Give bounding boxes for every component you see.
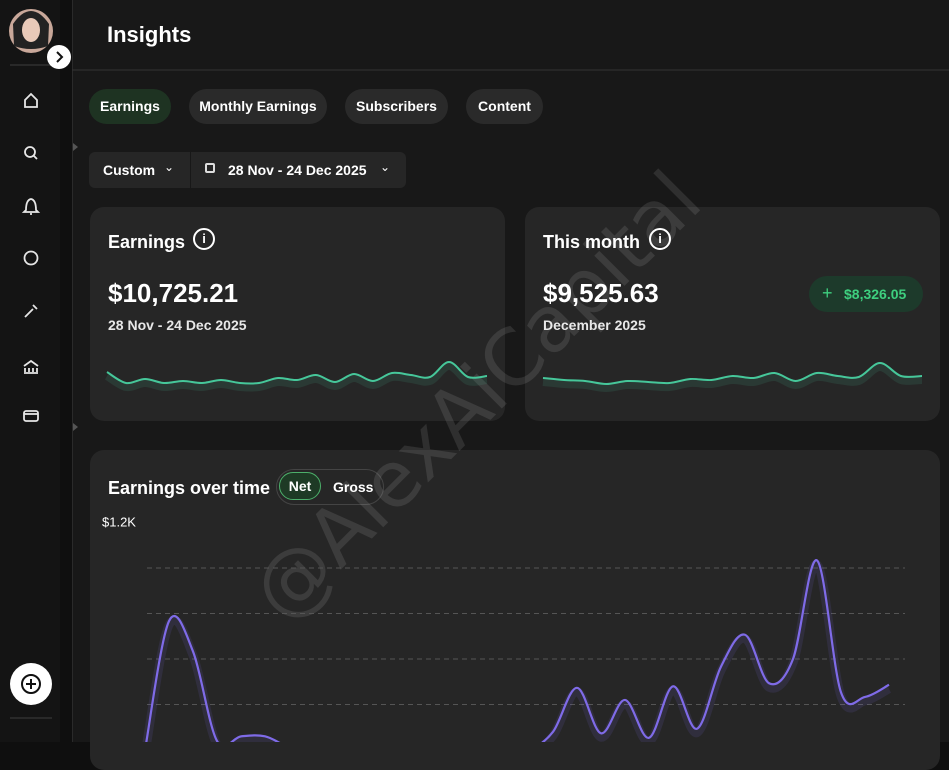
sidebar-icons <box>9 9 53 719</box>
divider <box>190 152 191 188</box>
chevron: ⌄ <box>164 160 175 174</box>
info-icon[interactable]: i <box>649 228 671 250</box>
change-badge <box>809 276 923 312</box>
tab[interactable]: Monthly Earnings <box>189 89 327 124</box>
calendar-icon <box>205 163 215 173</box>
tab[interactable]: Earnings <box>89 89 171 124</box>
sidebar <box>0 0 60 742</box>
toggle-option[interactable]: Gross <box>333 479 374 495</box>
collapse-button[interactable] <box>47 45 71 69</box>
card-subtitle: 28 Nov - 24 Dec 2025 <box>108 317 247 333</box>
page-title: Insights <box>107 22 192 47</box>
card-title: Earnings <box>108 232 186 252</box>
filter-bar <box>89 152 406 188</box>
overlay-shapes <box>47 45 949 431</box>
toggle-option[interactable]: Net <box>279 472 321 500</box>
info-icon[interactable]: i <box>193 228 215 250</box>
card-title: This month <box>543 232 640 252</box>
card-amount: $10,725.21 <box>108 278 239 308</box>
period-select[interactable]: Custom <box>103 162 156 178</box>
chart-title: Earnings over time <box>108 478 271 498</box>
plus-icon: + <box>822 283 833 303</box>
earnings-card <box>90 207 505 421</box>
month-card <box>525 207 940 421</box>
card-subtitle: December 2025 <box>543 317 646 333</box>
tab[interactable]: Subscribers <box>345 89 448 124</box>
badge-value: $8,326.05 <box>844 286 907 302</box>
chevron: ⌄ <box>380 160 391 174</box>
card-amount: $9,525.63 <box>543 278 659 308</box>
date-range[interactable]: 28 Nov - 24 Dec 2025 <box>228 162 367 178</box>
tab[interactable]: Content <box>466 89 543 124</box>
toggle <box>276 469 384 505</box>
